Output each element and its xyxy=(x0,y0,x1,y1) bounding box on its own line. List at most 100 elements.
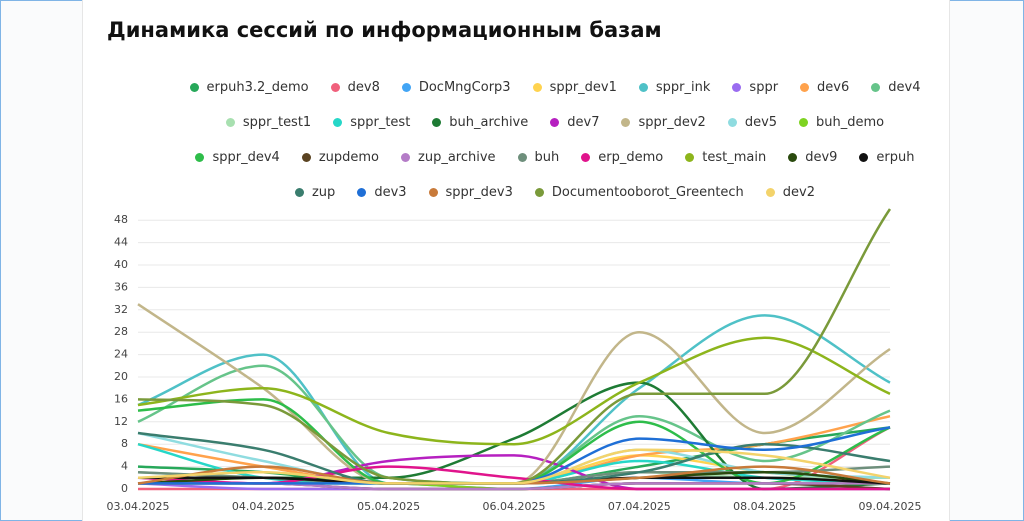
series-line xyxy=(137,208,892,485)
legend-marker xyxy=(550,118,560,127)
legend-item[interactable]: sppr_ink xyxy=(638,77,711,98)
legend-label: buh_demo xyxy=(816,115,885,130)
legend-marker xyxy=(788,153,798,162)
legend-marker xyxy=(732,83,742,92)
legend-marker xyxy=(225,118,235,127)
legend-label: sppr_dev3 xyxy=(445,185,513,200)
x-tick-label: 09.04.2025 xyxy=(859,500,922,513)
legend-item[interactable]: dev5 xyxy=(727,112,777,133)
legend-label: dev3 xyxy=(374,185,407,200)
legend-item[interactable]: buh_demo xyxy=(799,112,884,133)
legend-marker xyxy=(189,83,199,92)
x-tick-label: 04.04.2025 xyxy=(232,500,295,513)
y-tick-label: 20 xyxy=(114,370,128,383)
legend-marker xyxy=(871,83,881,92)
legend-item[interactable]: dev7 xyxy=(550,112,599,133)
legend-label: buh xyxy=(534,150,560,165)
legend-item[interactable]: dev2 xyxy=(765,182,816,203)
legend-item[interactable]: zupdemo xyxy=(301,147,380,168)
legend-label: dev9 xyxy=(805,150,838,165)
legend-label: dev6 xyxy=(817,80,850,95)
legend-item[interactable]: sppr_dev1 xyxy=(532,77,617,98)
series-line xyxy=(137,448,891,485)
legend-marker xyxy=(517,153,527,162)
legend-label: sppr_dev4 xyxy=(212,150,280,165)
y-tick-label: 28 xyxy=(114,325,128,338)
legend: erpuh3.2_demo dev8 DocMngCorp3 sppr_dev1 spp… xyxy=(180,77,930,203)
legend-label: dev4 xyxy=(888,80,921,95)
legend-label: DocMngCorp3 xyxy=(418,80,511,95)
legend-item[interactable]: sppr_dev2 xyxy=(621,112,706,133)
legend-item[interactable]: erpuh3.2_demo xyxy=(189,77,309,98)
x-tick-label: 05.04.2025 xyxy=(357,500,420,513)
legend-item[interactable]: buh_archive xyxy=(432,112,528,133)
y-tick-label: 12 xyxy=(114,415,128,428)
legend-item[interactable]: sppr_test xyxy=(333,112,410,133)
legend-label: sppr_dev2 xyxy=(638,115,706,130)
legend-item[interactable]: buh xyxy=(517,147,560,168)
legend-marker xyxy=(428,188,438,197)
legend-item[interactable]: dev6 xyxy=(800,77,849,98)
legend-label: sppr_test xyxy=(350,115,411,130)
legend-item[interactable]: sppr_dev3 xyxy=(428,182,513,203)
legend-marker xyxy=(294,188,304,197)
legend-item[interactable]: test_main xyxy=(685,147,766,168)
legend-marker xyxy=(800,83,810,92)
y-tick-label: 0 xyxy=(121,482,128,495)
y-tick-label: 16 xyxy=(114,392,128,405)
y-tick-label: 4 xyxy=(121,460,128,473)
legend-marker xyxy=(727,118,737,127)
legend-marker xyxy=(685,153,695,162)
legend-label: sppr_test1 xyxy=(242,115,312,130)
x-tick-label: 07.04.2025 xyxy=(608,500,671,513)
legend-item[interactable]: dev4 xyxy=(871,77,920,98)
legend-item[interactable]: erpuh xyxy=(859,147,915,168)
legend-marker xyxy=(357,188,367,197)
legend-label: zup_archive xyxy=(418,150,496,165)
y-tick-label: 32 xyxy=(114,303,128,316)
legend-marker xyxy=(765,188,775,197)
legend-item[interactable]: sppr_test1 xyxy=(225,112,312,133)
y-tick-label: 8 xyxy=(121,437,128,450)
legend-marker xyxy=(333,118,343,127)
legend-item[interactable]: dev8 xyxy=(330,77,380,98)
legend-marker xyxy=(534,188,544,197)
legend-label: sppr xyxy=(749,80,779,95)
legend-label: erpuh3.2_demo xyxy=(206,80,309,95)
legend-label: Documentooborot_Greentech xyxy=(551,185,744,200)
legend-marker xyxy=(195,153,205,162)
legend-label: buh_archive xyxy=(449,115,529,130)
legend-item[interactable]: erp_demo xyxy=(581,147,663,168)
chart-title: Динамика сессий по информационным базам xyxy=(107,18,662,42)
legend-marker xyxy=(301,153,311,162)
legend-label: dev2 xyxy=(782,185,816,200)
legend-item[interactable]: DocMngCorp3 xyxy=(401,77,511,98)
legend-label: dev7 xyxy=(567,115,600,130)
legend-marker xyxy=(638,83,648,92)
legend-marker xyxy=(799,118,809,127)
legend-marker xyxy=(859,153,869,162)
y-tick-label: 40 xyxy=(114,258,128,271)
series-line xyxy=(137,336,891,446)
legend-item[interactable]: zup_archive xyxy=(401,147,496,168)
legend-label: test_main xyxy=(702,150,767,165)
y-tick-label: 24 xyxy=(114,348,128,361)
legend-item[interactable]: sppr_dev4 xyxy=(195,147,280,168)
legend-label: zup xyxy=(311,185,336,200)
legend-item[interactable]: zup xyxy=(294,182,336,203)
legend-item[interactable]: dev9 xyxy=(788,147,837,168)
legend-marker xyxy=(432,118,442,127)
y-tick-label: 36 xyxy=(114,280,128,293)
legend-item[interactable]: Documentooborot_Greentech xyxy=(534,182,744,203)
legend-marker xyxy=(532,83,542,92)
legend-label: dev8 xyxy=(347,80,380,95)
legend-marker xyxy=(330,83,340,92)
legend-item[interactable]: dev3 xyxy=(357,182,407,203)
legend-item[interactable]: sppr xyxy=(732,77,778,98)
x-tick-label: 03.04.2025 xyxy=(107,500,170,513)
legend-marker xyxy=(581,153,591,162)
legend-label: sppr_ink xyxy=(655,80,711,95)
legend-label: zupdemo xyxy=(318,150,380,165)
legend-label: sppr_dev1 xyxy=(549,80,617,95)
legend-label: erp_demo xyxy=(598,150,664,165)
